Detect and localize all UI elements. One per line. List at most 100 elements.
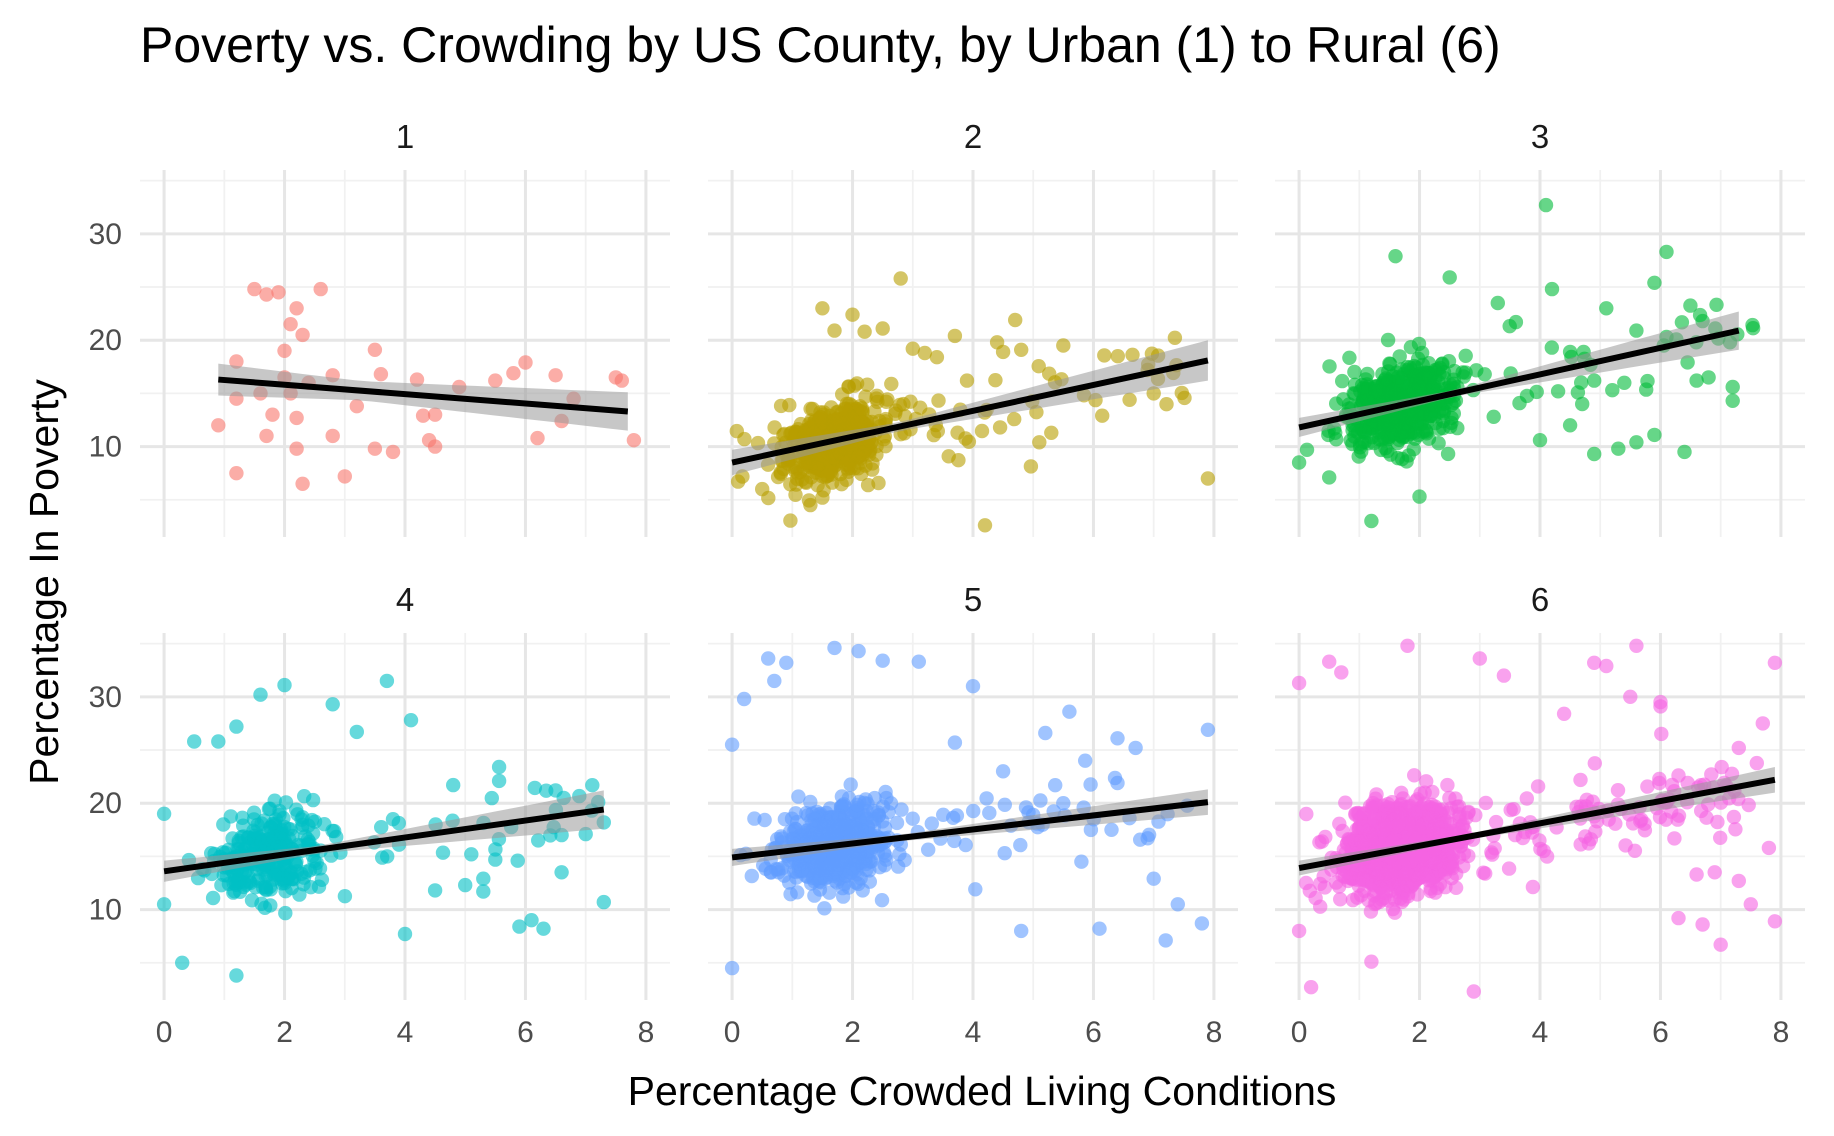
scatter-point [1128, 740, 1143, 756]
scatter-point [596, 894, 611, 910]
scatter-point [1403, 340, 1419, 355]
scatter-point [1623, 689, 1638, 704]
scatter-point [337, 889, 353, 904]
scatter-point [187, 734, 202, 749]
scatter-point [216, 817, 231, 832]
scatter-point [367, 342, 383, 357]
scatter-point [512, 919, 527, 934]
scatter-point [278, 905, 293, 921]
scatter-point [966, 803, 981, 819]
scatter-point [1451, 799, 1467, 814]
scatter-point [259, 287, 274, 302]
scatter-point [1741, 797, 1756, 813]
scatter-point [1200, 722, 1216, 737]
scatter-point [736, 691, 752, 707]
scatter-point [1640, 779, 1655, 794]
scatter-point [211, 734, 226, 749]
scatter-point [427, 407, 443, 422]
scatter-point [226, 876, 241, 891]
scatter-point [1388, 249, 1403, 264]
scatter-point [1767, 655, 1783, 670]
scatter-point [1342, 350, 1357, 365]
scatter-point [1074, 854, 1089, 869]
scatter-point [815, 490, 830, 505]
scatter-point [1395, 882, 1410, 897]
scatter-point [1440, 777, 1455, 793]
scatter-point [524, 913, 539, 928]
scatter-point [1412, 489, 1427, 504]
facet-grid [140, 170, 670, 537]
scatter-point [1599, 658, 1614, 674]
scatter-point [1400, 425, 1416, 440]
scatter-point [815, 301, 830, 316]
scatter-point [1401, 816, 1416, 831]
scatter-point [892, 397, 907, 413]
scatter-point [831, 808, 846, 823]
scatter-point [211, 418, 226, 433]
x-tick-label: 0 [1291, 1016, 1308, 1049]
scatter-point [1478, 795, 1494, 811]
confidence-band [732, 340, 1208, 476]
scatter-point [325, 697, 340, 712]
scatter-point [1440, 446, 1456, 462]
scatter-point [1689, 867, 1704, 882]
scatter-point [1328, 425, 1343, 440]
scatter-point [229, 719, 244, 734]
scatter-point [1014, 342, 1029, 357]
scatter-point [1699, 810, 1714, 825]
scatter-point [1167, 330, 1183, 345]
scatter-point [1299, 806, 1314, 822]
scatter-point [527, 780, 542, 796]
scatter-point [276, 871, 291, 886]
x-tick-label: 8 [1773, 1016, 1790, 1049]
scatter-point [1533, 841, 1548, 857]
scatter-point [1629, 323, 1644, 338]
scatter-point [1529, 384, 1544, 400]
scatter-point [1420, 365, 1435, 381]
scatter-point [373, 367, 389, 382]
scatter-point [806, 456, 821, 471]
scatter-point [1291, 455, 1307, 470]
scatter-point [872, 860, 887, 875]
scatter-point [893, 271, 908, 286]
scatter-point [1378, 371, 1394, 386]
scatter-point [1365, 875, 1380, 891]
scatter-point [283, 317, 298, 332]
x-tick-label: 6 [517, 1016, 534, 1049]
scatter-point [262, 801, 278, 816]
trend-line [731, 799, 1209, 861]
scatter-point [879, 790, 894, 806]
facet-strip-label: 5 [964, 581, 982, 618]
scatter-point [817, 901, 832, 916]
scatter-point [1653, 699, 1668, 714]
scatter-point [1575, 396, 1590, 412]
scatter-point [409, 372, 425, 387]
scatter-point [1695, 917, 1710, 932]
scatter-point [1618, 838, 1633, 853]
scatter-point [1680, 355, 1695, 370]
x-tick-label: 2 [1411, 1016, 1428, 1049]
scatter-point [1341, 832, 1357, 848]
scatter-point [1435, 356, 1450, 371]
scatter-point [1761, 840, 1777, 856]
scatter-point [1707, 865, 1722, 880]
scatter-point [1038, 725, 1053, 741]
scatter-point [1014, 923, 1029, 939]
scatter-point [476, 871, 491, 886]
scatter-point [491, 759, 507, 775]
scatter-point [1587, 655, 1602, 670]
scatter-point [229, 466, 244, 481]
scatter-point [777, 868, 792, 883]
scatter-point [1689, 373, 1704, 388]
scatter-point [1299, 442, 1315, 457]
scatter-point [290, 807, 305, 822]
scatter-point [427, 883, 443, 898]
scatter-point [889, 815, 905, 831]
scatter-point [847, 818, 863, 833]
scatter-point [977, 518, 993, 533]
x-tick-label: 8 [1206, 1016, 1223, 1049]
scatter-point [548, 783, 563, 798]
facet-strip-label: 6 [1531, 581, 1549, 618]
scatter-point [905, 341, 920, 356]
